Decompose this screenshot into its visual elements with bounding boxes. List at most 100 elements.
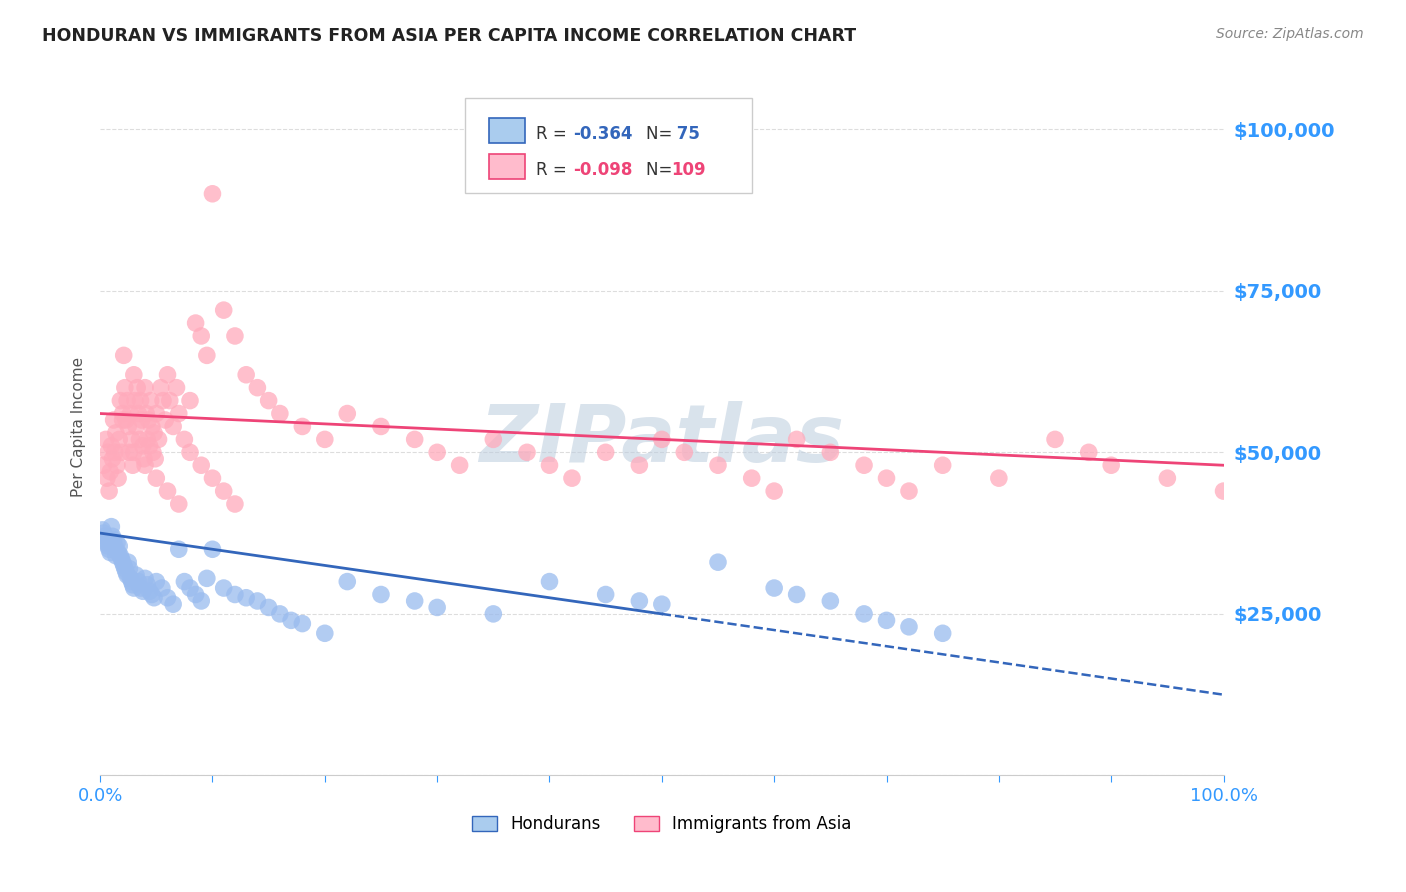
Point — [167, 542, 190, 557]
Point — [104, 425, 127, 440]
Point — [280, 613, 302, 627]
Point — [595, 587, 617, 601]
Point — [115, 568, 138, 582]
Point — [94, 433, 117, 447]
Point — [114, 381, 136, 395]
Point — [101, 451, 124, 466]
Point — [138, 439, 160, 453]
FancyBboxPatch shape — [489, 153, 524, 179]
Point — [134, 571, 156, 585]
Point — [201, 471, 224, 485]
Point — [134, 458, 156, 473]
Point — [224, 587, 246, 601]
Point — [336, 407, 359, 421]
Point — [195, 571, 218, 585]
Point — [876, 471, 898, 485]
Point — [124, 393, 146, 408]
Point — [538, 574, 561, 589]
Point — [115, 413, 138, 427]
Point — [931, 626, 953, 640]
Point — [707, 555, 730, 569]
Point — [190, 458, 212, 473]
Point — [98, 542, 121, 557]
Point — [132, 439, 155, 453]
Point — [107, 471, 129, 485]
Point — [931, 458, 953, 473]
Point — [136, 578, 159, 592]
Point — [898, 484, 921, 499]
Point — [150, 581, 173, 595]
Point — [100, 439, 122, 453]
Point — [110, 445, 132, 459]
Point — [93, 526, 115, 541]
Point — [131, 413, 153, 427]
Point — [104, 549, 127, 563]
Point — [269, 607, 291, 621]
Text: ZIPatlas: ZIPatlas — [479, 401, 845, 479]
Point — [98, 484, 121, 499]
Point — [257, 600, 280, 615]
Point — [190, 594, 212, 608]
Point — [104, 445, 127, 459]
Point — [212, 484, 235, 499]
Point — [370, 587, 392, 601]
Point — [246, 381, 269, 395]
Point — [195, 348, 218, 362]
Point — [93, 529, 115, 543]
Point — [224, 497, 246, 511]
Point — [143, 425, 166, 440]
Point — [179, 581, 201, 595]
Point — [111, 407, 134, 421]
Point — [235, 591, 257, 605]
Point — [1212, 484, 1234, 499]
Point — [651, 433, 673, 447]
Point — [167, 497, 190, 511]
Point — [122, 368, 145, 382]
Point — [125, 568, 148, 582]
FancyBboxPatch shape — [465, 98, 752, 193]
Point — [101, 529, 124, 543]
Point — [269, 407, 291, 421]
Point — [707, 458, 730, 473]
Point — [141, 587, 163, 601]
Point — [127, 407, 149, 421]
Point — [1099, 458, 1122, 473]
Point — [111, 413, 134, 427]
Point — [108, 539, 131, 553]
Point — [156, 484, 179, 499]
Point — [628, 594, 651, 608]
Point — [786, 587, 808, 601]
Point — [110, 552, 132, 566]
Point — [201, 542, 224, 557]
Point — [291, 419, 314, 434]
Text: N=: N= — [647, 161, 678, 179]
Point — [96, 536, 118, 550]
Point — [143, 451, 166, 466]
Point — [132, 584, 155, 599]
Legend: Hondurans, Immigrants from Asia: Hondurans, Immigrants from Asia — [472, 815, 852, 833]
Point — [148, 433, 170, 447]
Point — [212, 303, 235, 318]
Point — [314, 433, 336, 447]
Text: N=: N= — [647, 125, 678, 144]
Point — [190, 329, 212, 343]
Point — [141, 419, 163, 434]
Point — [122, 445, 145, 459]
Point — [93, 458, 115, 473]
Point — [118, 562, 141, 576]
Point — [145, 407, 167, 421]
Point — [103, 533, 125, 547]
Point — [105, 536, 128, 550]
Point — [853, 458, 876, 473]
Text: 75: 75 — [671, 125, 700, 144]
Point — [97, 445, 120, 459]
Point — [134, 381, 156, 395]
Point — [162, 419, 184, 434]
Point — [115, 565, 138, 579]
Point — [142, 445, 165, 459]
Point — [426, 445, 449, 459]
Point — [118, 445, 141, 459]
Point — [111, 555, 134, 569]
Point — [291, 616, 314, 631]
Point — [184, 587, 207, 601]
